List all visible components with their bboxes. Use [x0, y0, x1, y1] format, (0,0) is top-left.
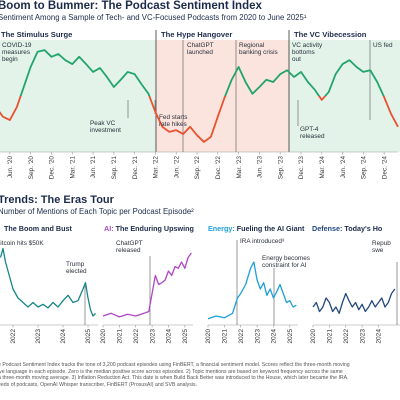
- x-tick-label: Dec. '23: [298, 156, 305, 180]
- x-tick-label: 2024: [271, 329, 278, 344]
- era-label: The Hype Hangover: [161, 30, 232, 39]
- x-tick-label: 2025: [182, 329, 189, 344]
- panel-title-text: Fueling the AI Giant: [236, 224, 305, 233]
- x-tick-label: Mar. '23: [236, 156, 243, 179]
- series-line: [312, 288, 396, 314]
- x-tick-label: 2024: [376, 329, 383, 344]
- annotation: GPT-4 released: [300, 126, 325, 140]
- x-tick-label: Mar. '22: [153, 156, 160, 179]
- era-band: [289, 40, 400, 152]
- annotation: Repub swe: [372, 240, 391, 254]
- annotation: Fed starts rate hikes: [159, 114, 188, 128]
- page-subtitle: Sentiment Among a Sample of Tech- and VC…: [0, 13, 307, 22]
- footnote-line: e Podcast Sentiment Index tracks the ton…: [0, 362, 350, 368]
- x-tick-label: Jun. '20: [7, 156, 14, 179]
- x-tick-label: 2022: [10, 329, 17, 344]
- x-tick-label: 2023: [254, 329, 261, 344]
- annotation: VC activity bottoms out: [292, 42, 323, 63]
- series-line: [0, 49, 399, 143]
- footnote-line: ive language in each episode. Zero is th…: [0, 368, 343, 375]
- x-tick-label: 2024: [166, 329, 173, 344]
- series-line: [207, 261, 297, 320]
- x-tick-label: Sep. '21: [111, 156, 118, 180]
- x-tick-label: Sep. '24: [361, 156, 368, 180]
- section-title: Trends: The Eras Tour: [0, 194, 114, 206]
- annotation: Bitcoin hits $50K: [0, 240, 44, 247]
- x-tick-label: Mar. '24: [319, 156, 326, 179]
- panel-label: Defense:: [312, 224, 343, 233]
- x-tick-label: 2024: [60, 329, 67, 344]
- x-tick-label: 2022: [343, 329, 350, 344]
- x-tick-label: Dec. '21: [132, 156, 139, 180]
- panel-title: Defense: Today's Ho: [312, 224, 382, 233]
- panel-title-text: The Boom and Bust: [4, 224, 72, 233]
- x-tick-label: 2020: [205, 329, 212, 344]
- x-tick-label: 2025: [85, 329, 92, 344]
- x-tick-label: Dec. '24: [381, 156, 388, 180]
- panel-title: AI: The Enduring Upswing: [104, 224, 194, 233]
- x-tick-label: Mar. '21: [69, 156, 76, 179]
- x-tick-label: 2023: [149, 329, 156, 344]
- x-tick-label: 2022: [133, 329, 140, 344]
- x-tick-label: 2021: [327, 329, 334, 344]
- annotation: Peak VC investment: [90, 120, 121, 134]
- x-tick-label: Sep. '22: [194, 156, 201, 180]
- x-tick-label: 2021: [222, 329, 229, 344]
- x-tick-label: 2020: [100, 329, 107, 344]
- x-tick-label: 2023: [35, 329, 42, 344]
- x-tick-label: Jun. '24: [340, 156, 347, 179]
- x-tick-label: Sep. '20: [28, 156, 35, 180]
- x-tick-label: 2022: [238, 329, 245, 344]
- section-subtitle: Number of Mentions of Each Topic per Pod…: [0, 207, 194, 216]
- footnote-line: a three-month moving average. 3) Inflati…: [0, 375, 349, 382]
- annotation: ChatGPT released: [116, 240, 143, 254]
- x-tick-label: Sep. '23: [277, 156, 284, 180]
- x-tick-label: 2023: [359, 329, 366, 344]
- panel-label: AI:: [104, 224, 114, 233]
- x-tick-label: Jun. '21: [90, 156, 97, 179]
- annotation: Energy becomes constraint for AI: [262, 255, 310, 269]
- x-tick-label: 2025: [287, 329, 294, 344]
- series-line: [102, 252, 192, 318]
- panel-title: The Boom and Bust: [4, 224, 72, 233]
- annotation: Regional banking crisis: [239, 42, 278, 56]
- annotation: US fed: [373, 42, 393, 49]
- annotation: Trump elected: [66, 261, 87, 275]
- x-tick-label: Dec. '20: [49, 156, 56, 180]
- footnote: e Podcast Sentiment Index tracks the ton…: [0, 362, 350, 388]
- x-tick-label: Jun. '22: [173, 156, 180, 179]
- era-label: The Stimulus Surge: [1, 30, 72, 39]
- x-tick-label: Dec. '22: [215, 156, 222, 180]
- footnote-line: eeds of podcasts, OpenAI Whisper transcr…: [0, 381, 198, 388]
- panel-title-text: Today's Ho: [344, 224, 383, 233]
- x-tick-label: 2020: [310, 329, 317, 344]
- panel-label: Energy:: [208, 224, 235, 233]
- series-line: [0, 247, 96, 317]
- annotation: ChatGPT launched: [187, 42, 214, 56]
- era-band: [156, 40, 289, 152]
- panel-title-text: The Enduring Upswing: [115, 224, 194, 233]
- era-label: The VC Vibecession: [294, 30, 367, 39]
- annotation: IRA introduced³: [240, 238, 285, 245]
- panel-title: Energy: Fueling the AI Giant: [208, 224, 304, 233]
- x-tick-label: Jun. '23: [257, 156, 264, 179]
- x-tick-label: 2021: [117, 329, 124, 344]
- annotation: COVID-19 measures begin: [2, 42, 32, 63]
- page-title: Boom to Bummer: The Podcast Sentiment In…: [0, 0, 262, 12]
